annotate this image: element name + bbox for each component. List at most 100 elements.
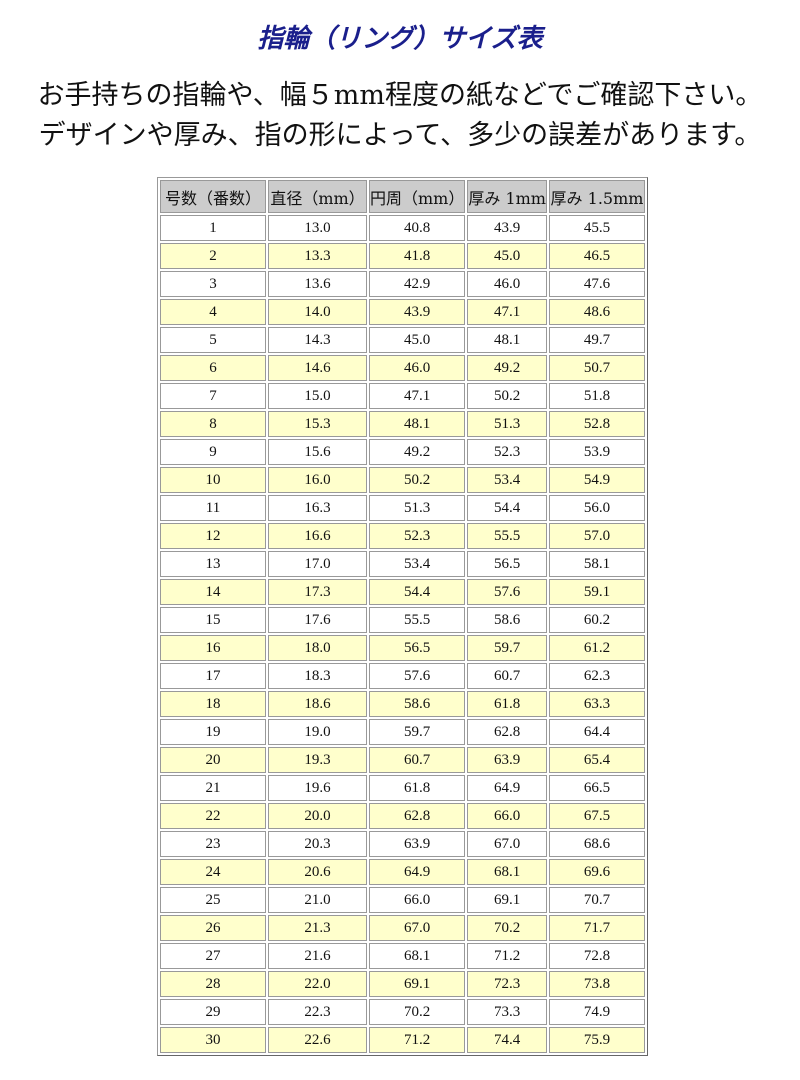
cell-thickness-1-5mm: 72.8 [548, 943, 645, 969]
cell-diameter: 17.3 [268, 579, 367, 605]
cell-thickness-1-5mm: 53.9 [548, 439, 645, 465]
cell-size-number: 4 [160, 299, 266, 325]
cell-circumference: 62.8 [369, 803, 466, 829]
cell-thickness-1mm: 63.9 [467, 747, 547, 773]
cell-thickness-1-5mm: 46.5 [548, 243, 645, 269]
table-row: 5 14.3 45.0 48.1 49.7 [160, 327, 645, 353]
table-row: 10 16.0 50.2 53.4 54.9 [160, 467, 645, 493]
table-row: 26 21.3 67.0 70.2 71.7 [160, 915, 645, 941]
cell-circumference: 58.6 [369, 691, 466, 717]
cell-thickness-1mm: 66.0 [467, 803, 547, 829]
cell-diameter: 15.6 [268, 439, 367, 465]
cell-thickness-1-5mm: 48.6 [548, 299, 645, 325]
cell-thickness-1mm: 43.9 [467, 215, 547, 241]
table-row: 14 17.3 54.4 57.6 59.1 [160, 579, 645, 605]
table-row: 6 14.6 46.0 49.2 50.7 [160, 355, 645, 381]
cell-diameter: 16.6 [268, 523, 367, 549]
cell-thickness-1mm: 55.5 [467, 523, 547, 549]
cell-circumference: 53.4 [369, 551, 466, 577]
cell-circumference: 55.5 [369, 607, 466, 633]
cell-diameter: 21.0 [268, 887, 367, 913]
cell-diameter: 18.0 [268, 635, 367, 661]
cell-circumference: 61.8 [369, 775, 466, 801]
cell-size-number: 14 [160, 579, 266, 605]
cell-diameter: 15.3 [268, 411, 367, 437]
cell-size-number: 5 [160, 327, 266, 353]
cell-thickness-1-5mm: 58.1 [548, 551, 645, 577]
table-row: 29 22.3 70.2 73.3 74.9 [160, 999, 645, 1025]
cell-circumference: 48.1 [369, 411, 466, 437]
cell-circumference: 45.0 [369, 327, 466, 353]
cell-thickness-1-5mm: 74.9 [548, 999, 645, 1025]
cell-size-number: 10 [160, 467, 266, 493]
table-row: 2 13.3 41.8 45.0 46.5 [160, 243, 645, 269]
cell-thickness-1mm: 48.1 [467, 327, 547, 353]
cell-diameter: 14.3 [268, 327, 367, 353]
table-row: 12 16.6 52.3 55.5 57.0 [160, 523, 645, 549]
table-row: 1 13.0 40.8 43.9 45.5 [160, 215, 645, 241]
cell-thickness-1-5mm: 63.3 [548, 691, 645, 717]
cell-thickness-1mm: 70.2 [467, 915, 547, 941]
table-row: 27 21.6 68.1 71.2 72.8 [160, 943, 645, 969]
cell-diameter: 13.3 [268, 243, 367, 269]
header-diameter: 直径（mm） [268, 180, 367, 213]
cell-thickness-1mm: 46.0 [467, 271, 547, 297]
cell-circumference: 66.0 [369, 887, 466, 913]
cell-thickness-1mm: 73.3 [467, 999, 547, 1025]
cell-diameter: 16.0 [268, 467, 367, 493]
intro-line: デザインや厚み、指の形によって、多少の誤差があります。 [38, 120, 762, 151]
cell-size-number: 3 [160, 271, 266, 297]
cell-diameter: 19.0 [268, 719, 367, 745]
cell-diameter: 22.0 [268, 971, 367, 997]
table-row: 4 14.0 43.9 47.1 48.6 [160, 299, 645, 325]
cell-thickness-1-5mm: 67.5 [548, 803, 645, 829]
cell-circumference: 52.3 [369, 523, 466, 549]
cell-circumference: 40.8 [369, 215, 466, 241]
cell-thickness-1mm: 58.6 [467, 607, 547, 633]
cell-circumference: 54.4 [369, 579, 466, 605]
cell-diameter: 21.3 [268, 915, 367, 941]
cell-circumference: 46.0 [369, 355, 466, 381]
cell-diameter: 20.3 [268, 831, 367, 857]
table-row: 15 17.6 55.5 58.6 60.2 [160, 607, 645, 633]
cell-size-number: 23 [160, 831, 266, 857]
cell-size-number: 15 [160, 607, 266, 633]
cell-size-number: 19 [160, 719, 266, 745]
cell-thickness-1mm: 71.2 [467, 943, 547, 969]
cell-diameter: 20.0 [268, 803, 367, 829]
table-row: 17 18.3 57.6 60.7 62.3 [160, 663, 645, 689]
cell-thickness-1-5mm: 75.9 [548, 1027, 645, 1053]
cell-diameter: 18.3 [268, 663, 367, 689]
cell-circumference: 70.2 [369, 999, 466, 1025]
cell-thickness-1-5mm: 45.5 [548, 215, 645, 241]
cell-thickness-1-5mm: 71.7 [548, 915, 645, 941]
cell-size-number: 13 [160, 551, 266, 577]
cell-size-number: 22 [160, 803, 266, 829]
cell-size-number: 2 [160, 243, 266, 269]
cell-diameter: 13.0 [268, 215, 367, 241]
cell-thickness-1-5mm: 52.8 [548, 411, 645, 437]
cell-thickness-1-5mm: 50.7 [548, 355, 645, 381]
cell-circumference: 63.9 [369, 831, 466, 857]
cell-diameter: 17.0 [268, 551, 367, 577]
cell-size-number: 29 [160, 999, 266, 1025]
header-size-number: 号数（番数） [160, 180, 266, 213]
table-row: 3 13.6 42.9 46.0 47.6 [160, 271, 645, 297]
cell-thickness-1-5mm: 73.8 [548, 971, 645, 997]
cell-circumference: 71.2 [369, 1027, 466, 1053]
table-row: 8 15.3 48.1 51.3 52.8 [160, 411, 645, 437]
table-row: 30 22.6 71.2 74.4 75.9 [160, 1027, 645, 1053]
cell-size-number: 11 [160, 495, 266, 521]
table-row: 19 19.0 59.7 62.8 64.4 [160, 719, 645, 745]
cell-size-number: 20 [160, 747, 266, 773]
table-row: 21 19.6 61.8 64.9 66.5 [160, 775, 645, 801]
cell-size-number: 28 [160, 971, 266, 997]
cell-size-number: 26 [160, 915, 266, 941]
cell-thickness-1-5mm: 56.0 [548, 495, 645, 521]
ring-size-table: 号数（番数） 直径（mm） 円周（mm） 厚み 1mm 厚み 1.5mm 1 13… [157, 177, 648, 1056]
cell-diameter: 21.6 [268, 943, 367, 969]
table-row: 13 17.0 53.4 56.5 58.1 [160, 551, 645, 577]
cell-thickness-1-5mm: 61.2 [548, 635, 645, 661]
cell-circumference: 57.6 [369, 663, 466, 689]
intro-line: お手持ちの指輪や、幅５mm程度の紙などでご確認下さい。 [37, 80, 763, 111]
